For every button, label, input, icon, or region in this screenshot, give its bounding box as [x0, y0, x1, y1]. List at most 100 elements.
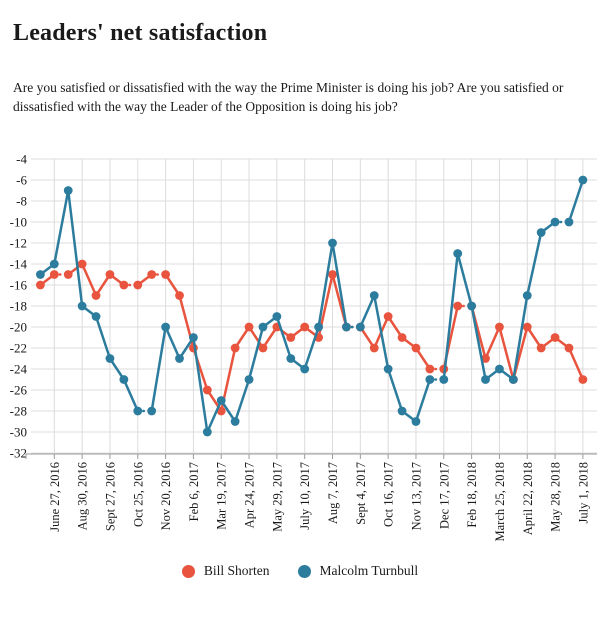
data-point-bill-shorten[interactable]	[230, 343, 240, 353]
data-point-malcolm-turnbull[interactable]	[258, 322, 268, 332]
data-point-malcolm-turnbull[interactable]	[328, 238, 337, 248]
data-point-bill-shorten[interactable]	[49, 270, 59, 279]
data-point-bill-shorten[interactable]	[147, 270, 157, 279]
x-tick-label: May 29, 2017	[270, 462, 284, 532]
series-segment-malcolm-turnbull	[414, 378, 432, 423]
data-point-bill-shorten[interactable]	[369, 343, 379, 353]
data-point-bill-shorten[interactable]	[258, 343, 268, 353]
data-point-bill-shorten[interactable]	[133, 280, 143, 290]
data-point-malcolm-turnbull[interactable]	[425, 375, 435, 384]
data-point-malcolm-turnbull[interactable]	[383, 364, 393, 374]
x-tick-label: April 22, 2018	[521, 462, 535, 535]
data-point-malcolm-turnbull[interactable]	[286, 354, 296, 363]
data-point-malcolm-turnbull[interactable]	[397, 406, 407, 416]
data-point-malcolm-turnbull[interactable]	[244, 375, 254, 384]
data-point-malcolm-turnbull[interactable]	[411, 417, 421, 426]
data-point-bill-shorten[interactable]	[244, 322, 254, 332]
data-point-malcolm-turnbull[interactable]	[36, 270, 45, 279]
series-segment-malcolm-turnbull	[456, 252, 473, 308]
data-point-bill-shorten[interactable]	[550, 333, 560, 342]
series-segment-malcolm-turnbull	[442, 252, 459, 381]
data-point-malcolm-turnbull[interactable]	[63, 186, 73, 195]
data-point-malcolm-turnbull[interactable]	[77, 301, 87, 311]
data-point-malcolm-turnbull[interactable]	[481, 375, 490, 384]
data-point-malcolm-turnbull[interactable]	[202, 427, 212, 437]
data-point-bill-shorten[interactable]	[36, 280, 45, 290]
data-point-bill-shorten[interactable]	[63, 270, 73, 279]
legend: Bill Shorten Malcolm Turnbull	[0, 563, 600, 579]
data-point-malcolm-turnbull[interactable]	[49, 259, 59, 269]
data-point-malcolm-turnbull[interactable]	[300, 364, 310, 374]
data-point-malcolm-turnbull[interactable]	[467, 301, 477, 311]
legend-item-bill-shorten[interactable]: Bill Shorten	[181, 563, 270, 579]
data-point-malcolm-turnbull[interactable]	[147, 406, 157, 416]
data-point-malcolm-turnbull[interactable]	[175, 354, 184, 363]
data-point-bill-shorten[interactable]	[119, 280, 129, 290]
data-point-bill-shorten[interactable]	[202, 385, 212, 395]
data-point-malcolm-turnbull[interactable]	[314, 322, 323, 332]
x-tick-label: Oct 16, 2017	[382, 462, 396, 527]
data-point-bill-shorten[interactable]	[481, 354, 490, 363]
series-segment-malcolm-turnbull	[512, 294, 529, 381]
data-point-bill-shorten[interactable]	[216, 406, 226, 416]
data-point-bill-shorten[interactable]	[411, 343, 421, 353]
data-point-bill-shorten[interactable]	[578, 375, 588, 384]
data-point-malcolm-turnbull[interactable]	[508, 375, 518, 384]
data-point-malcolm-turnbull[interactable]	[189, 333, 198, 342]
data-point-bill-shorten[interactable]	[328, 270, 337, 279]
data-point-bill-shorten[interactable]	[495, 322, 504, 332]
data-point-bill-shorten[interactable]	[425, 364, 435, 374]
data-point-malcolm-turnbull[interactable]	[161, 322, 170, 332]
data-point-malcolm-turnbull[interactable]	[369, 291, 379, 300]
data-point-bill-shorten[interactable]	[286, 333, 296, 342]
page-title: Leaders' net satisfaction	[13, 20, 268, 46]
data-point-malcolm-turnbull[interactable]	[105, 354, 115, 363]
data-point-malcolm-turnbull[interactable]	[272, 312, 282, 321]
x-tick-label: Apr 24, 2017	[243, 462, 257, 528]
series-segment-bill-shorten	[567, 346, 585, 381]
data-point-bill-shorten[interactable]	[453, 301, 463, 311]
data-point-malcolm-turnbull[interactable]	[578, 175, 588, 185]
series-segment-malcolm-turnbull	[122, 378, 140, 413]
series-segment-malcolm-turnbull	[275, 315, 293, 360]
data-point-bill-shorten[interactable]	[161, 270, 170, 279]
data-point-malcolm-turnbull[interactable]	[564, 217, 574, 227]
data-point-malcolm-turnbull[interactable]	[439, 375, 449, 384]
data-point-malcolm-turnbull[interactable]	[216, 396, 226, 405]
data-point-bill-shorten[interactable]	[536, 343, 546, 353]
data-point-bill-shorten[interactable]	[300, 322, 310, 332]
data-point-malcolm-turnbull[interactable]	[453, 249, 463, 258]
x-tick-label: July 10, 2017	[298, 462, 312, 530]
data-point-bill-shorten[interactable]	[397, 333, 407, 342]
data-point-bill-shorten[interactable]	[77, 259, 87, 269]
chart-subtitle: Are you satisfied or dissatisfied with t…	[13, 80, 564, 115]
y-tick-label: -26	[10, 383, 28, 398]
legend-item-malcolm-turnbull[interactable]: Malcolm Turnbull	[297, 563, 418, 579]
series-segment-malcolm-turnbull	[317, 241, 334, 329]
y-tick-label: -12	[10, 236, 27, 251]
series-segment-bill-shorten	[484, 325, 501, 360]
data-point-malcolm-turnbull[interactable]	[355, 322, 365, 332]
data-point-malcolm-turnbull[interactable]	[495, 364, 504, 374]
x-tick-label: March 25, 2018	[493, 462, 507, 542]
data-point-bill-shorten[interactable]	[564, 343, 574, 353]
series-segment-malcolm-turnbull	[386, 367, 404, 413]
y-tick-label: -6	[16, 173, 27, 188]
data-point-malcolm-turnbull[interactable]	[133, 406, 143, 416]
data-point-malcolm-turnbull[interactable]	[342, 322, 351, 332]
x-tick-label: Sept 4, 2017	[354, 462, 368, 525]
data-point-malcolm-turnbull[interactable]	[91, 312, 101, 321]
data-point-malcolm-turnbull[interactable]	[230, 417, 240, 426]
series-segment-malcolm-turnbull	[233, 378, 251, 423]
data-point-bill-shorten[interactable]	[383, 312, 393, 321]
y-tick-label: -16	[10, 278, 28, 293]
data-point-malcolm-turnbull[interactable]	[536, 228, 546, 237]
data-point-bill-shorten[interactable]	[522, 322, 532, 332]
data-point-bill-shorten[interactable]	[105, 270, 115, 279]
data-point-bill-shorten[interactable]	[91, 291, 101, 300]
data-point-malcolm-turnbull[interactable]	[119, 375, 129, 384]
x-tick-label: May 28, 2018	[549, 462, 563, 532]
data-point-malcolm-turnbull[interactable]	[522, 291, 532, 300]
data-point-malcolm-turnbull[interactable]	[550, 217, 560, 227]
data-point-bill-shorten[interactable]	[175, 291, 184, 300]
